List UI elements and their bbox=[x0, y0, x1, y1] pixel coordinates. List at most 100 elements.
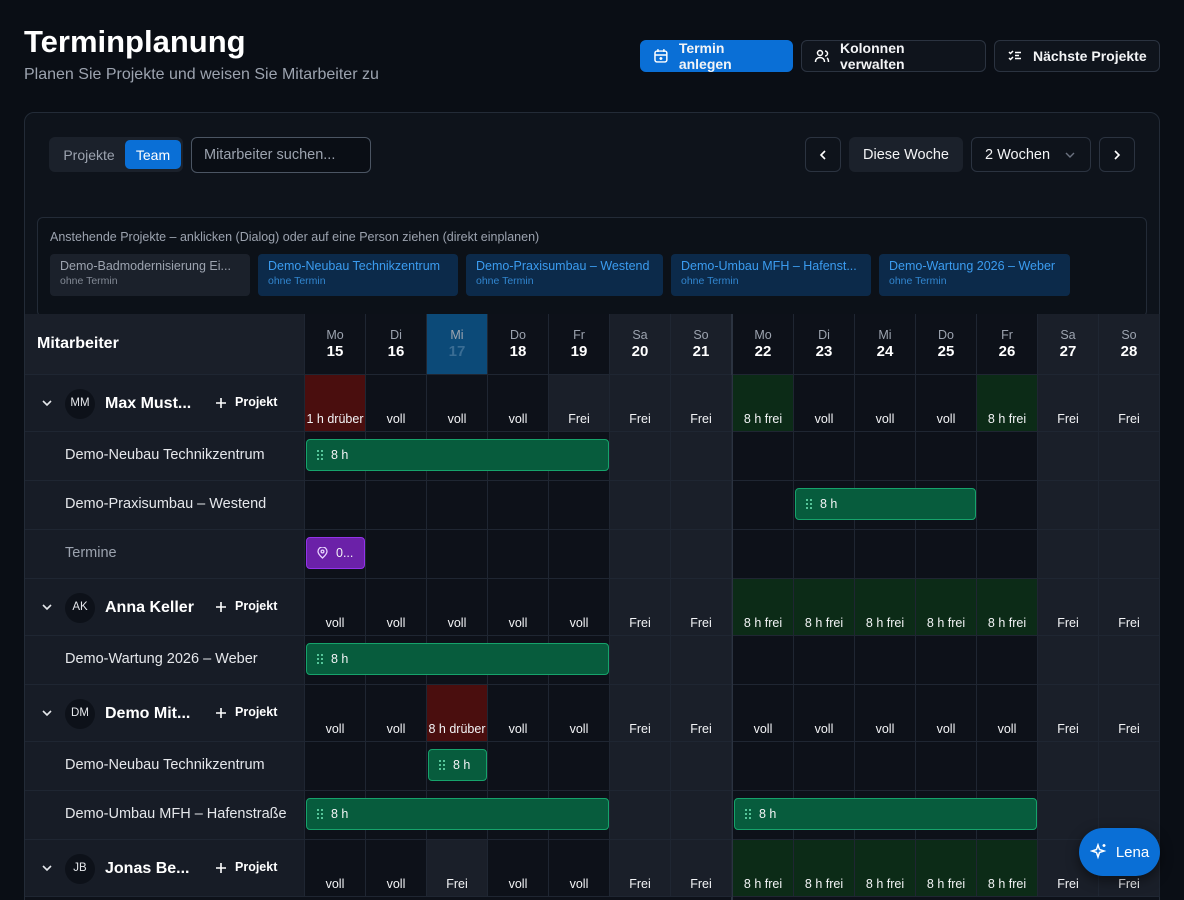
schedule-cell[interactable] bbox=[427, 530, 488, 579]
capacity-cell: voll bbox=[366, 375, 427, 432]
schedule-cell[interactable] bbox=[610, 481, 671, 530]
schedule-cell[interactable] bbox=[549, 481, 610, 530]
schedule-cell[interactable] bbox=[488, 742, 549, 791]
schedule-cell[interactable] bbox=[916, 432, 977, 481]
schedule-cell[interactable] bbox=[855, 530, 916, 579]
project-bar[interactable]: 8 h bbox=[795, 488, 976, 520]
schedule-cell[interactable] bbox=[1099, 742, 1160, 791]
add-project-button[interactable]: Projekt bbox=[215, 705, 277, 720]
pending-project-chip[interactable]: Demo-Neubau Technikzentrum ohne Termin bbox=[258, 254, 458, 296]
schedule-cell[interactable] bbox=[977, 481, 1038, 530]
schedule-cell[interactable] bbox=[794, 636, 855, 685]
schedule-cell[interactable] bbox=[671, 530, 732, 579]
day-header: Di 16 bbox=[366, 314, 427, 375]
project-bar[interactable]: 8 h bbox=[734, 798, 1037, 830]
schedule-cell[interactable] bbox=[1038, 742, 1099, 791]
schedule-cell[interactable] bbox=[855, 742, 916, 791]
project-bar[interactable]: 8 h bbox=[306, 798, 609, 830]
next-projects-button[interactable]: Nächste Projekte bbox=[994, 40, 1160, 72]
search-input[interactable]: Mitarbeiter suchen... bbox=[191, 137, 371, 173]
page-subtitle: Planen Sie Projekte und weisen Sie Mitar… bbox=[24, 66, 379, 83]
schedule-cell[interactable] bbox=[610, 432, 671, 481]
assistant-button[interactable]: Lena bbox=[1079, 828, 1160, 876]
manage-crews-button[interactable]: Kolonnen verwalten bbox=[801, 40, 986, 72]
schedule-cell[interactable] bbox=[916, 742, 977, 791]
next-button[interactable] bbox=[1099, 137, 1135, 172]
schedule-cell[interactable] bbox=[794, 530, 855, 579]
schedule-cell[interactable] bbox=[794, 432, 855, 481]
toggle-option[interactable]: Projekte bbox=[63, 146, 115, 163]
schedule-cell[interactable] bbox=[733, 481, 794, 530]
schedule-cell[interactable] bbox=[794, 742, 855, 791]
schedule-cell[interactable] bbox=[1099, 530, 1160, 579]
employee-name: Anna Keller bbox=[105, 599, 194, 616]
schedule-cell[interactable] bbox=[916, 636, 977, 685]
pending-project-chip[interactable]: Demo-Praxisumbau – Westend ohne Termin bbox=[466, 254, 663, 296]
add-project-button[interactable]: Projekt bbox=[215, 395, 277, 410]
appointment-bar[interactable]: 0... bbox=[306, 537, 365, 569]
schedule-cell[interactable] bbox=[1038, 481, 1099, 530]
day-number: 20 bbox=[631, 342, 649, 360]
schedule-cell[interactable] bbox=[366, 530, 427, 579]
schedule-cell[interactable] bbox=[733, 742, 794, 791]
schedule-cell[interactable] bbox=[1099, 636, 1160, 685]
schedule-cell[interactable] bbox=[610, 530, 671, 579]
project-bar[interactable]: 8 h bbox=[306, 439, 609, 471]
schedule-cell[interactable] bbox=[671, 636, 732, 685]
schedule-cell[interactable] bbox=[305, 742, 366, 791]
schedule-cell[interactable] bbox=[977, 530, 1038, 579]
schedule-cell[interactable] bbox=[549, 530, 610, 579]
schedule-cell[interactable] bbox=[427, 481, 488, 530]
schedule-cell[interactable] bbox=[488, 481, 549, 530]
toggle-option-active[interactable]: Team bbox=[125, 140, 181, 169]
project-bar[interactable]: 8 h bbox=[306, 643, 609, 675]
schedule-cell[interactable] bbox=[855, 636, 916, 685]
range-select[interactable]: 2 Wochen bbox=[971, 137, 1091, 172]
plus-icon bbox=[216, 862, 226, 873]
schedule-cell[interactable] bbox=[549, 742, 610, 791]
schedule-cell[interactable] bbox=[366, 742, 427, 791]
prev-button[interactable] bbox=[805, 137, 841, 172]
schedule-cell[interactable] bbox=[733, 530, 794, 579]
add-project-button[interactable]: Projekt bbox=[215, 860, 277, 875]
day-header: Sa 27 bbox=[1038, 314, 1099, 375]
button-label: Nächste Projekte bbox=[1033, 48, 1147, 64]
schedule-cell[interactable] bbox=[733, 432, 794, 481]
collapse-chevron[interactable] bbox=[41, 399, 53, 407]
pending-project-chip[interactable]: Demo-Umbau MFH – Hafenst... ohne Termin bbox=[671, 254, 871, 296]
schedule-cell[interactable] bbox=[916, 530, 977, 579]
project-bar[interactable]: 8 h bbox=[428, 749, 487, 781]
capacity-cell: Frei bbox=[671, 840, 732, 897]
add-project-button[interactable]: Projekt bbox=[215, 599, 277, 614]
collapse-chevron[interactable] bbox=[41, 709, 53, 717]
schedule-cell[interactable] bbox=[1038, 432, 1099, 481]
schedule-cell[interactable] bbox=[610, 742, 671, 791]
pending-project-chip[interactable]: Demo-Badmodernisierung Ei... ohne Termin bbox=[50, 254, 250, 296]
schedule-cell[interactable] bbox=[855, 432, 916, 481]
day-header: Fr 26 bbox=[977, 314, 1038, 375]
schedule-cell[interactable] bbox=[977, 636, 1038, 685]
schedule-cell[interactable] bbox=[733, 636, 794, 685]
schedule-cell[interactable] bbox=[977, 742, 1038, 791]
schedule-cell[interactable] bbox=[1038, 530, 1099, 579]
collapse-chevron[interactable] bbox=[41, 864, 53, 872]
day-number: 19 bbox=[570, 342, 588, 360]
this-week-button[interactable]: Diese Woche bbox=[849, 137, 963, 172]
pending-project-chip[interactable]: Demo-Wartung 2026 – Weber ohne Termin bbox=[879, 254, 1070, 296]
collapse-chevron[interactable] bbox=[41, 603, 53, 611]
schedule-cell[interactable] bbox=[1099, 432, 1160, 481]
schedule-cell[interactable] bbox=[1099, 481, 1160, 530]
schedule-cell[interactable] bbox=[977, 432, 1038, 481]
schedule-cell[interactable] bbox=[610, 791, 671, 840]
schedule-cell[interactable] bbox=[671, 791, 732, 840]
schedule-cell[interactable] bbox=[366, 481, 427, 530]
schedule-cell[interactable] bbox=[610, 636, 671, 685]
schedule-cell[interactable] bbox=[305, 481, 366, 530]
schedule-cell[interactable] bbox=[488, 530, 549, 579]
schedule-cell[interactable] bbox=[671, 742, 732, 791]
schedule-cell[interactable] bbox=[1038, 636, 1099, 685]
schedule-cell[interactable] bbox=[671, 432, 732, 481]
create-appointment-button[interactable]: Termin anlegen bbox=[640, 40, 793, 72]
schedule-cell[interactable] bbox=[671, 481, 732, 530]
